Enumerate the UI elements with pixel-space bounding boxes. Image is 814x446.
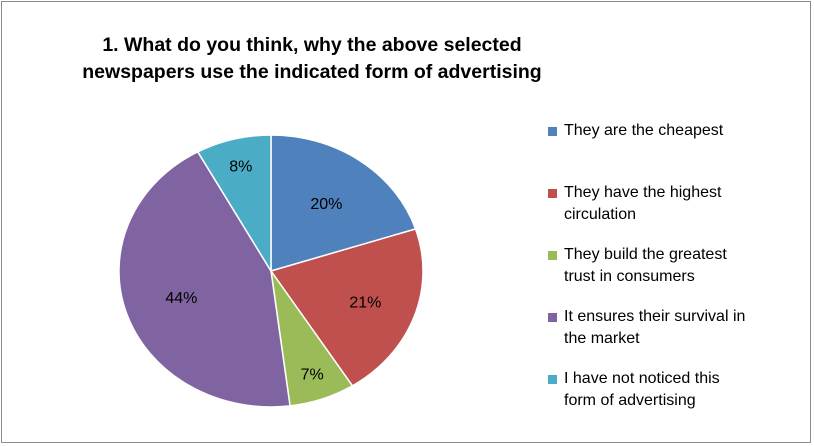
legend-label-3-line-2: trust in consumers — [564, 268, 695, 285]
pie-slice-1-value-label: 20% — [310, 196, 342, 213]
pie-slice-2 — [269, 228, 424, 387]
pie-slice-5 — [196, 134, 272, 274]
legend-label-4-line-2: the market — [564, 330, 640, 347]
legend-swatch-5 — [548, 375, 557, 384]
legend-label-2: They have the highest circulation — [564, 182, 798, 226]
chart-title: 1. What do you think, why the above sele… — [42, 32, 582, 86]
legend-label-4: It ensures their survival in the market — [564, 306, 798, 350]
pie-slice-2-value-label: 21% — [349, 294, 381, 311]
legend-label-3: They build the greatest trust in consumer… — [564, 244, 798, 288]
pie-slice-4-value-label: 44% — [165, 290, 197, 307]
legend-label-2-line-1: They have the highest — [564, 184, 722, 201]
pie-slice-4 — [118, 150, 291, 408]
legend-label-3-line-1: They build the greatest — [564, 246, 727, 263]
legend-label-5: I have not noticed this form of advertisi… — [564, 368, 798, 412]
legend-swatch-3 — [548, 251, 557, 260]
legend-label-5-line-1: I have not noticed this — [564, 370, 720, 387]
legend-label-2-line-2: circulation — [564, 206, 637, 223]
legend-swatch-2 — [548, 189, 557, 198]
legend-label-1: They are the cheapest — [564, 120, 798, 142]
chart-title-line-2: newspapers use the indicated form of adv… — [82, 61, 542, 83]
legend-swatch-4 — [548, 313, 557, 322]
legend-swatch-1 — [548, 127, 557, 136]
pie-slice-5-value-label: 8% — [229, 159, 252, 176]
chart-title-line-1: 1. What do you think, why the above sele… — [102, 34, 522, 56]
pie-slice-3-value-label: 7% — [301, 366, 324, 383]
legend-label-5-line-2: form of advertising — [564, 392, 696, 409]
legend-label-4-line-1: It ensures their survival in — [564, 308, 746, 325]
legend-label-1-line-1: They are the cheapest — [564, 122, 724, 139]
pie-slice-1 — [270, 134, 417, 272]
